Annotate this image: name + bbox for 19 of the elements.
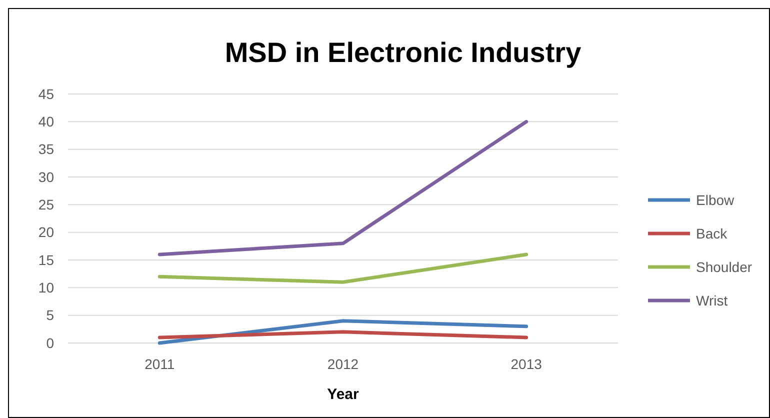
legend-label: Wrist — [696, 292, 728, 308]
y-tick-label: 35 — [38, 141, 54, 158]
y-tick-label: 30 — [38, 168, 54, 185]
legend-label: Back — [696, 225, 728, 242]
y-tick-label: 20 — [38, 224, 54, 240]
y-tick-label: 45 — [38, 86, 54, 102]
y-tick-label: 5 — [46, 307, 54, 324]
legend-label: Elbow — [696, 192, 736, 208]
x-tick-label: 2011 — [144, 356, 175, 372]
y-tick-label: 15 — [38, 252, 54, 268]
x-tick-label: 2012 — [327, 356, 359, 372]
y-tick-label: 0 — [46, 334, 54, 351]
chart-title: MSD in Electronic Industry — [224, 37, 582, 68]
y-tick-label: 40 — [38, 114, 54, 130]
y-tick-label: 10 — [38, 280, 54, 296]
legend-label: Shoulder — [696, 258, 752, 275]
x-axis-title: Year — [327, 386, 360, 403]
y-tick-label: 25 — [38, 196, 54, 213]
x-tick-label: 2013 — [510, 356, 542, 372]
